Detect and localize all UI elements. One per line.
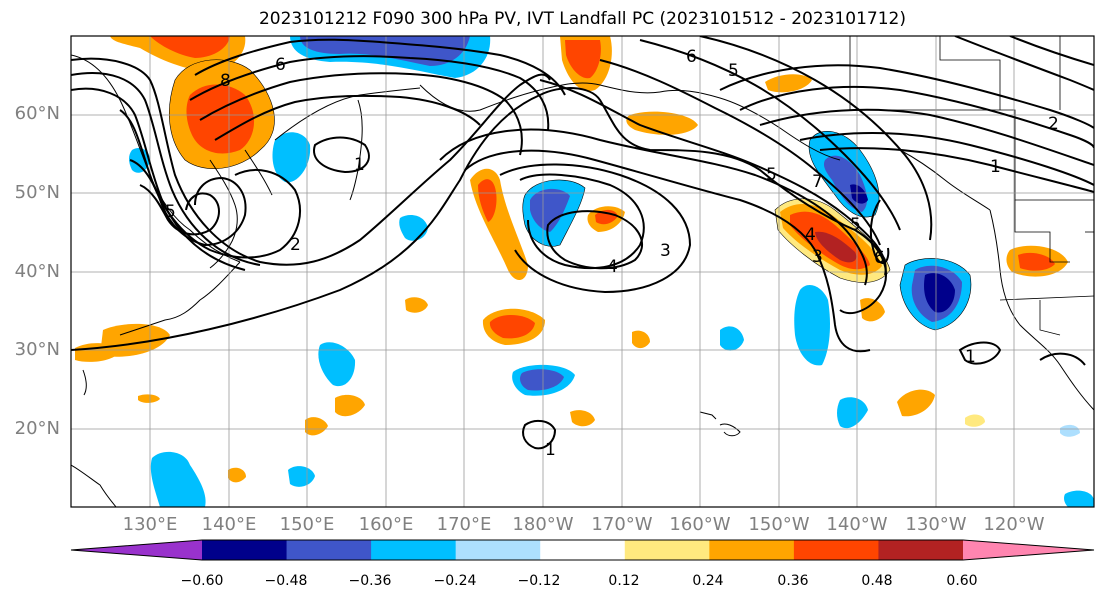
contour-label: 5 bbox=[728, 61, 739, 81]
colorbar-tick-label: −0.60 bbox=[180, 573, 224, 589]
lon-label: 140°W bbox=[826, 514, 888, 535]
contour-label: 4 bbox=[805, 225, 816, 245]
colorbar-tick-label: −0.48 bbox=[264, 573, 308, 589]
colorbar-segment bbox=[540, 540, 626, 560]
contour-label: 1 bbox=[354, 155, 365, 175]
map-panel: 8 6 6 5 5 7 5 4 3 2 1 2 3 4 5 6 1 1 1 bbox=[70, 35, 1095, 508]
lon-label: 130°W bbox=[905, 514, 967, 535]
contour-label: 6 bbox=[874, 248, 885, 268]
colorbar-tick-label: 0.36 bbox=[777, 573, 809, 589]
contour-label: 8 bbox=[220, 71, 231, 91]
contour-label: 4 bbox=[607, 257, 618, 277]
contour-label: 1 bbox=[545, 440, 556, 460]
lat-label-60n: 60°N bbox=[14, 103, 60, 124]
contour-label: 7 bbox=[812, 172, 823, 192]
lon-label: 120°W bbox=[983, 514, 1045, 535]
map-frame bbox=[70, 35, 1095, 508]
colorbar-tick-label: −0.24 bbox=[433, 573, 477, 589]
lat-label-30n: 30°N bbox=[14, 339, 60, 360]
colorbar-segment bbox=[202, 540, 288, 560]
colorbar-segment bbox=[455, 540, 541, 560]
colorbar-tick-label: −0.36 bbox=[348, 573, 392, 589]
colorbar-tick-label: 0.48 bbox=[861, 573, 893, 589]
lon-label: 150°E bbox=[279, 514, 335, 535]
lon-label: 160°E bbox=[358, 514, 414, 535]
lon-label: 140°E bbox=[201, 514, 257, 535]
lat-label-20n: 20°N bbox=[14, 418, 60, 439]
contour-label: 1 bbox=[965, 347, 976, 367]
lon-label: 160°W bbox=[669, 514, 731, 535]
contour-label: 3 bbox=[812, 247, 823, 267]
colorbar-segment bbox=[709, 540, 795, 560]
contour-label: 5 bbox=[165, 202, 176, 222]
colorbar-segment bbox=[286, 540, 372, 560]
colorbar-segment bbox=[624, 540, 710, 560]
lon-label: 170°W bbox=[591, 514, 653, 535]
contour-label: 1 bbox=[990, 157, 1001, 177]
map-title: 2023101212 F090 300 hPa PV, IVT Landfall… bbox=[258, 9, 906, 29]
contour-label: 2 bbox=[290, 235, 301, 255]
contour-label: 5 bbox=[850, 215, 861, 235]
colorbar-segment bbox=[793, 540, 879, 560]
contour-label: 6 bbox=[275, 55, 286, 75]
lon-label: 130°E bbox=[122, 514, 178, 535]
colorbar-segment bbox=[371, 540, 457, 560]
lon-label: 170°E bbox=[436, 514, 492, 535]
contour-label: 6 bbox=[686, 47, 697, 67]
colorbar-tick-label: 0.60 bbox=[946, 573, 978, 589]
shade-outlines bbox=[169, 59, 972, 331]
colorbar-tick-label: 0.12 bbox=[608, 573, 640, 589]
lon-label: 180°W bbox=[512, 514, 574, 535]
colorbar-tick-label: −0.12 bbox=[517, 573, 561, 589]
lat-label-40n: 40°N bbox=[14, 261, 60, 282]
colorbar-extend-max bbox=[963, 540, 1094, 560]
contour-label: 2 bbox=[1048, 114, 1059, 134]
colorbar-outline bbox=[70, 539, 1095, 561]
lat-label-50n: 50°N bbox=[14, 182, 60, 203]
colorbar-tick-label: 0.24 bbox=[692, 573, 724, 589]
lon-label: 150°W bbox=[748, 514, 810, 535]
colorbar bbox=[70, 539, 1095, 561]
borders bbox=[849, 36, 1094, 336]
contour-label: 5 bbox=[766, 165, 777, 185]
contour-label-layer: 8 6 6 5 5 7 5 4 3 2 1 2 3 4 5 6 1 1 1 bbox=[165, 47, 1059, 460]
colorbar-segment bbox=[878, 540, 964, 560]
contour-label: 3 bbox=[660, 241, 671, 261]
shaded-anomalies bbox=[75, 36, 1094, 507]
colorbar-extend-min bbox=[71, 540, 202, 560]
pv-contours bbox=[71, 36, 1094, 450]
